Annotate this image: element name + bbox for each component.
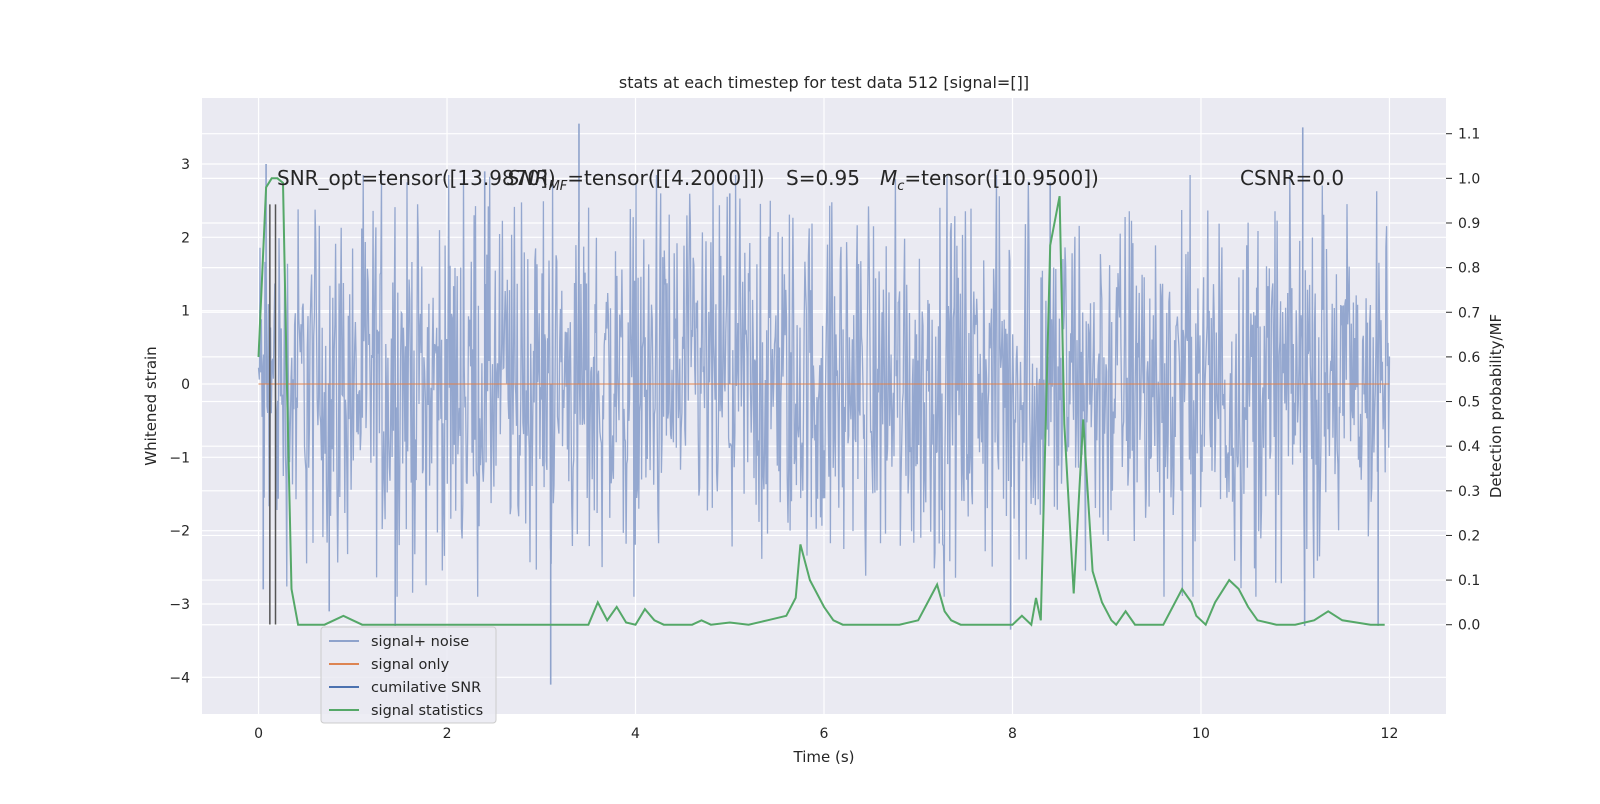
legend-label: signal only — [371, 657, 450, 673]
x-tick-label: 12 — [1381, 726, 1399, 742]
x-tick-label: 0 — [254, 726, 263, 742]
annotation-snr-mf-base: SNR — [507, 166, 549, 190]
y-right-tick-label: 0.5 — [1458, 395, 1480, 411]
x-tick-labels: 0 2 4 6 8 10 12 — [254, 726, 1398, 742]
y-right-tick-label: 0.4 — [1458, 439, 1480, 455]
y-left-tick-label: −2 — [169, 524, 190, 540]
legend-label: signal statistics — [371, 703, 483, 719]
y-right-tick-label: 1.1 — [1458, 127, 1480, 143]
signal-noise-line — [257, 174, 1391, 597]
y-left-axis-label: Whitened strain — [142, 346, 160, 465]
y-right-tick-label: 1.0 — [1458, 171, 1480, 187]
y-right-tick-label: 0.2 — [1458, 528, 1480, 544]
annotation-mc-sub: c — [897, 179, 904, 194]
y-right-tick-labels: 1.1 1.0 0.9 0.8 0.7 0.6 0.5 0.4 0.3 0.2 0.1 0.0 — [1458, 127, 1480, 634]
y-right-tick-label: 0.9 — [1458, 216, 1480, 232]
x-tick-label: 8 — [1008, 726, 1017, 742]
chart-title: stats at each timestep for test data 512… — [619, 73, 1029, 92]
annotation-mc-rest: =tensor([10.9500]) — [904, 166, 1098, 190]
y-left-tick-label: 3 — [181, 157, 190, 173]
y-right-tick-label: 0.1 — [1458, 573, 1480, 589]
y-right-tick-label: 0.8 — [1458, 261, 1480, 277]
annotation-snr-mf: SNRMF=tensor([[4.2000]]) — [507, 166, 765, 194]
x-tick-label: 4 — [631, 726, 640, 742]
y-left-tick-label: −3 — [169, 597, 190, 613]
x-tick-label: 10 — [1192, 726, 1210, 742]
annotation-snr-opt: SNR_opt=tensor([13.9870]) — [277, 166, 556, 190]
annotation-mc-base: M — [880, 166, 897, 190]
y-left-tick-label: 2 — [181, 230, 190, 246]
vertical-markers — [269, 204, 277, 625]
legend-box — [320, 626, 497, 724]
y-right-tick-label: 0.7 — [1458, 305, 1480, 321]
y-right-tick-label: 0.3 — [1458, 484, 1480, 500]
x-tick-label: 2 — [443, 726, 452, 742]
y-left-tick-label: 1 — [181, 304, 190, 320]
annotations: SNR_opt=tensor([13.9870]) SNRMF=tensor([… — [277, 166, 1344, 194]
y-right-tick-label: 0.0 — [1458, 618, 1480, 634]
legend-label: cumilative SNR — [371, 680, 481, 696]
y-left-tick-label: 0 — [181, 377, 190, 393]
series-signal-statistics — [257, 177, 1385, 627]
legend-label: signal+ noise — [371, 634, 469, 650]
legend: signal+ noise signal only cumilative SNR si… — [320, 626, 497, 724]
x-tick-label: 6 — [820, 726, 829, 742]
annotation-snr-mf-rest: =tensor([[4.2000]]) — [567, 166, 764, 190]
x-axis-label: Time (s) — [793, 748, 855, 766]
y-left-tick-labels: 3 2 1 0 −1 −2 −3 −4 — [169, 157, 190, 686]
y-right-tick-label: 0.6 — [1458, 350, 1480, 366]
annotation-s: S=0.95 — [786, 166, 860, 190]
annotation-snr-mf-sub: MF — [549, 179, 568, 194]
y-right-axis-label: Detection probability/MF — [1487, 314, 1505, 498]
annotation-mc: Mc=tensor([10.9500]) — [880, 166, 1099, 194]
signal-statistics-line — [257, 177, 1385, 627]
annotation-csnr: CSNR=0.0 — [1240, 166, 1344, 190]
y-left-tick-label: −1 — [169, 450, 190, 466]
y-left-tick-label: −4 — [169, 670, 190, 686]
